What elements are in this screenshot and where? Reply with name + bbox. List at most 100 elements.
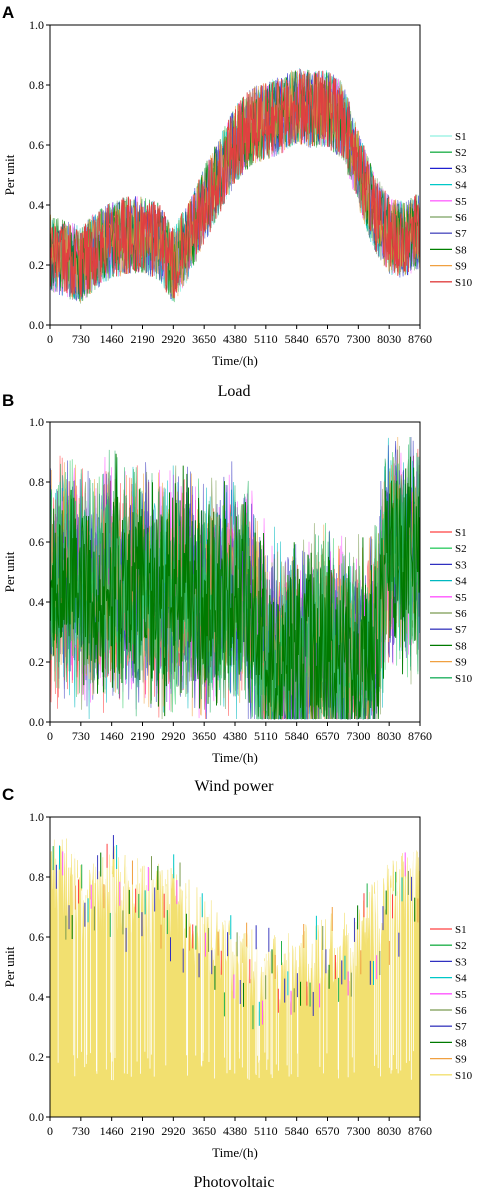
panel-a: A 0.0 0.2 0.4 0.6 0.8 1.0 0 730 1460 2190 2920 3650… [2,3,473,400]
y-tick-label: 0.2 [29,1050,44,1064]
x-axis: 0 730 1460 2190 2920 3650 4380 5110 5840 6570 7300… [47,722,432,743]
y-tick-label: 0.8 [29,78,44,92]
x-tick-label: 2920 [161,332,185,346]
x-tick-label: 4380 [223,729,247,743]
legend-label-s3: S3 [455,163,467,175]
legend-label-s8: S8 [455,244,467,256]
x-tick-label: 7300 [346,332,370,346]
y-tick-label: 1.0 [29,415,44,429]
legend: S1 S2 S3 S4 S5 S6 S7 S8 S9 S10 [430,924,473,1082]
panel-b-caption: Wind power [195,778,275,795]
legend-label-s5: S5 [455,196,467,208]
y-axis: 0.0 0.2 0.4 0.6 0.8 1.0 [29,810,50,1124]
x-tick-label: 1460 [100,1124,124,1138]
series-line-s10 [49,70,421,299]
x-tick-label: 8030 [377,1124,401,1138]
x-axis-title: Time/(h) [212,750,258,765]
x-tick-label: 1460 [100,729,124,743]
x-tick-label: 7300 [346,729,370,743]
legend-label-s2: S2 [455,940,467,952]
y-tick-label: 0.6 [29,138,44,152]
legend-label-s8: S8 [455,1037,467,1049]
legend-label-s8: S8 [455,640,467,652]
series-group [49,436,421,720]
x-axis: 0 730 1460 2190 2920 3650 4380 5110 5840 6570 7300… [47,1117,432,1138]
legend-label-s10: S10 [455,277,473,289]
y-tick-label: 0.4 [29,198,44,212]
panel-c-letter: C [2,785,14,804]
panel-b-letter: B [2,391,14,410]
x-tick-label: 4380 [223,1124,247,1138]
legend-label-s2: S2 [455,543,467,555]
legend-label-s3: S3 [455,956,467,968]
panel-a-letter: A [2,3,14,22]
y-tick-label: 0.8 [29,475,44,489]
x-tick-label: 6570 [316,1124,340,1138]
panel-b: B 0.0 0.2 0.4 0.6 0.8 1.0 0 730 1460 2190 2920 3650… [2,391,473,795]
x-tick-label: 3650 [192,1124,216,1138]
legend-label-s5: S5 [455,592,467,604]
y-axis-title: Per unit [2,946,17,987]
x-tick-label: 730 [72,729,90,743]
legend-label-s6: S6 [455,212,467,224]
x-tick-label: 3650 [192,332,216,346]
y-axis-title: Per unit [2,154,17,195]
legend: S1 S2 S3 S4 S5 S6 S7 S8 S9 S10 [430,131,473,289]
x-axis-title: Time/(h) [212,1145,258,1160]
x-tick-label: 5840 [285,332,309,346]
x-tick-label: 3650 [192,729,216,743]
legend-label-s7: S7 [455,228,467,240]
legend-label-s3: S3 [455,559,467,571]
legend-label-s9: S9 [455,1054,467,1066]
legend-label-s2: S2 [455,147,467,159]
x-tick-label: 7300 [346,1124,370,1138]
y-axis: 0.0 0.2 0.4 0.6 0.8 1.0 [29,415,50,729]
legend-label-s5: S5 [455,989,467,1001]
x-axis: 0 730 1460 2190 2920 3650 4380 5110 5840 6570 7300… [47,325,432,346]
y-tick-label: 1.0 [29,18,44,32]
x-tick-label: 2190 [131,1124,155,1138]
panel-b-plot-area: 0.0 0.2 0.4 0.6 0.8 1.0 0 730 1460 2190 2920 3650 43… [2,415,473,765]
y-tick-label: 0.4 [29,990,44,1004]
series-line-s8 [49,453,421,720]
legend-label-s7: S7 [455,1021,467,1033]
x-tick-label: 5840 [285,1124,309,1138]
panel-a-caption: Load [218,383,251,400]
x-tick-label: 2190 [131,332,155,346]
y-tick-label: 0.6 [29,535,44,549]
x-tick-label: 8030 [377,332,401,346]
x-tick-label: 5110 [254,332,278,346]
x-tick-label: 8760 [408,332,432,346]
y-axis: 0.0 0.2 0.4 0.6 0.8 1.0 [29,18,50,332]
x-tick-label: 6570 [316,332,340,346]
legend-label-s6: S6 [455,608,467,620]
x-tick-label: 730 [72,1124,90,1138]
y-tick-label: 0.4 [29,595,44,609]
y-tick-label: 0.0 [29,318,44,332]
legend-label-s10: S10 [455,673,473,685]
x-tick-label: 8030 [377,729,401,743]
y-tick-label: 0.8 [29,870,44,884]
x-tick-label: 730 [72,332,90,346]
panel-a-plot-area: 0.0 0.2 0.4 0.6 0.8 1.0 0 730 1460 2190 2920 3650 43… [2,18,473,368]
legend-label-s4: S4 [455,576,467,588]
panel-c-plot-area: 0.0 0.2 0.4 0.6 0.8 1.0 0 730 1460 2190 2920 3650 43… [2,810,473,1160]
panel-c-caption: Photovoltaic [194,1174,275,1191]
x-tick-label: 1460 [100,332,124,346]
y-tick-label: 0.6 [29,930,44,944]
x-tick-label: 5110 [254,729,278,743]
x-tick-label: 5110 [254,1124,278,1138]
x-axis-title: Time/(h) [212,353,258,368]
legend-label-s1: S1 [455,527,467,539]
legend-label-s10: S10 [455,1070,473,1082]
legend-label-s1: S1 [455,131,467,143]
x-tick-label: 5840 [285,729,309,743]
legend-label-s1: S1 [455,924,467,936]
y-tick-label: 0.0 [29,715,44,729]
y-tick-label: 0.0 [29,1110,44,1124]
legend-label-s9: S9 [455,261,467,273]
x-tick-label: 4380 [223,332,247,346]
legend-label-s4: S4 [455,973,467,985]
y-tick-label: 0.2 [29,258,44,272]
